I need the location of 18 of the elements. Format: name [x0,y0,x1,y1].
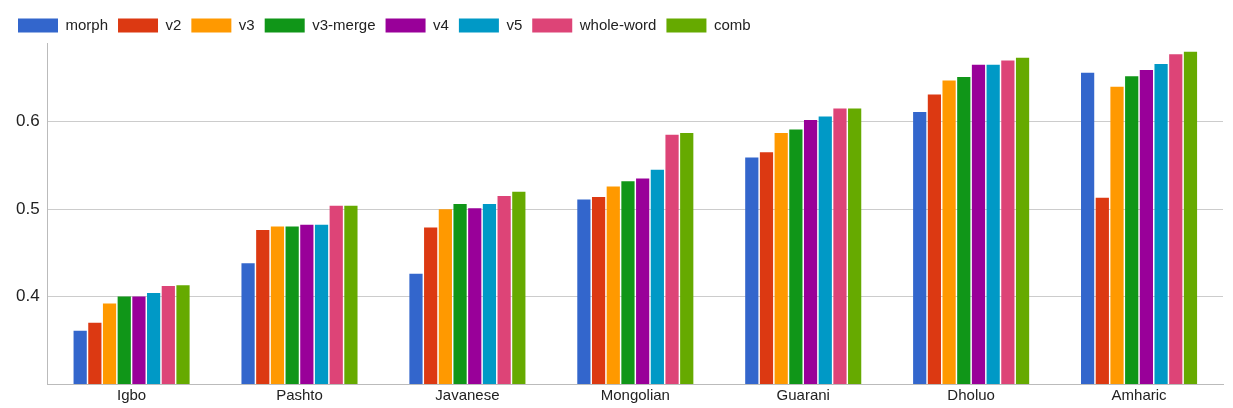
x-tick-label: Igbo [116,386,147,404]
x-tick-label: Javanese [435,386,500,404]
x-tick-label: Dholuo [947,386,995,404]
x-tick-label: Pashto [276,386,323,404]
x-tick-label: Mongolian [600,386,670,404]
legend-label: v3 [238,15,255,33]
x-tick-label: Amharic [1111,386,1168,404]
y-tick-label: 0.5 [15,198,40,218]
legend-label: whole-word [578,15,657,33]
y-tick-label: 0.4 [15,286,40,306]
legend-label: comb [713,15,751,33]
y-tick-label: 0.6 [15,111,40,131]
legend-label: v3-merge [312,15,376,33]
x-tick-label: Guarani [776,386,830,404]
legend-label: v5 [506,15,523,33]
legend-label: v4 [433,15,449,33]
legend-label: morph [65,15,109,33]
legend-label: v2 [165,15,182,33]
